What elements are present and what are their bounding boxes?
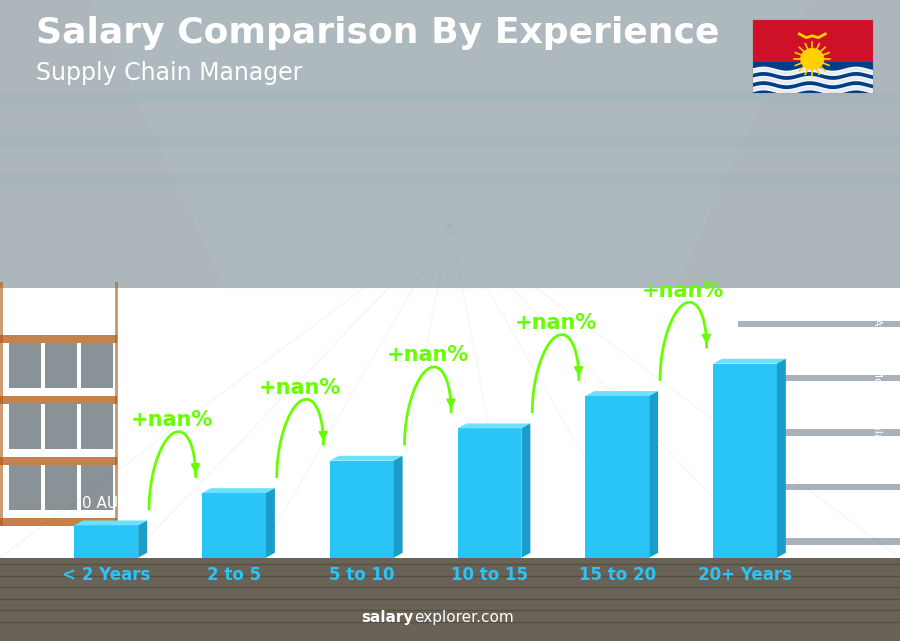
Polygon shape <box>457 424 530 428</box>
Bar <box>115 465 118 526</box>
Text: 0 AUD: 0 AUD <box>210 463 258 478</box>
Text: +nan%: +nan% <box>643 281 725 301</box>
Text: +nan%: +nan% <box>515 313 597 333</box>
Bar <box>115 282 118 343</box>
Bar <box>738 538 900 545</box>
Polygon shape <box>139 520 147 558</box>
Bar <box>9 404 40 449</box>
Bar <box>0 518 117 526</box>
Text: 0 AUD: 0 AUD <box>82 495 130 511</box>
Text: salary: salary <box>362 610 414 625</box>
Bar <box>81 404 112 449</box>
Polygon shape <box>649 391 658 558</box>
Bar <box>738 429 900 436</box>
Bar <box>75 526 139 558</box>
Bar <box>202 493 266 558</box>
Bar <box>0 558 900 641</box>
Polygon shape <box>777 359 786 558</box>
Polygon shape <box>329 456 402 461</box>
Bar <box>738 375 900 381</box>
Bar <box>752 62 873 93</box>
Bar <box>45 404 76 449</box>
Bar <box>457 428 521 558</box>
Text: Salary Comparison By Experience: Salary Comparison By Experience <box>36 16 719 50</box>
Bar <box>0 335 117 343</box>
Text: explorer.com: explorer.com <box>414 610 514 625</box>
Text: 0 AUD: 0 AUD <box>593 367 641 381</box>
Text: 0 AUD: 0 AUD <box>465 399 513 413</box>
Bar <box>9 465 40 510</box>
Polygon shape <box>202 488 274 493</box>
Bar <box>0 396 117 404</box>
Polygon shape <box>75 520 147 526</box>
Text: Supply Chain Manager: Supply Chain Manager <box>36 61 302 85</box>
Polygon shape <box>585 391 658 396</box>
Bar <box>329 461 393 558</box>
Bar <box>0 465 3 526</box>
Bar <box>81 465 112 510</box>
Bar <box>0 282 3 343</box>
Bar <box>115 404 118 465</box>
Polygon shape <box>393 456 402 558</box>
Polygon shape <box>521 424 530 558</box>
Bar <box>115 343 118 404</box>
Bar <box>738 484 900 490</box>
Bar <box>81 343 112 388</box>
Bar <box>45 343 76 388</box>
Bar <box>0 404 3 465</box>
Bar <box>713 363 777 558</box>
Polygon shape <box>713 359 786 363</box>
Text: 0 AUD: 0 AUD <box>338 431 386 446</box>
Text: 0 AUD: 0 AUD <box>721 334 769 349</box>
Bar <box>0 0 900 288</box>
Text: +nan%: +nan% <box>259 378 341 397</box>
Polygon shape <box>266 488 274 558</box>
Bar <box>738 320 900 327</box>
Bar <box>45 465 76 510</box>
Text: Average Monthly Salary: Average Monthly Salary <box>872 318 883 451</box>
Text: +nan%: +nan% <box>387 345 469 365</box>
Polygon shape <box>90 0 810 288</box>
Bar <box>0 457 117 465</box>
Bar <box>585 396 649 558</box>
Bar <box>9 343 40 388</box>
Bar <box>0 343 3 404</box>
Text: +nan%: +nan% <box>131 410 213 430</box>
Polygon shape <box>801 49 824 69</box>
